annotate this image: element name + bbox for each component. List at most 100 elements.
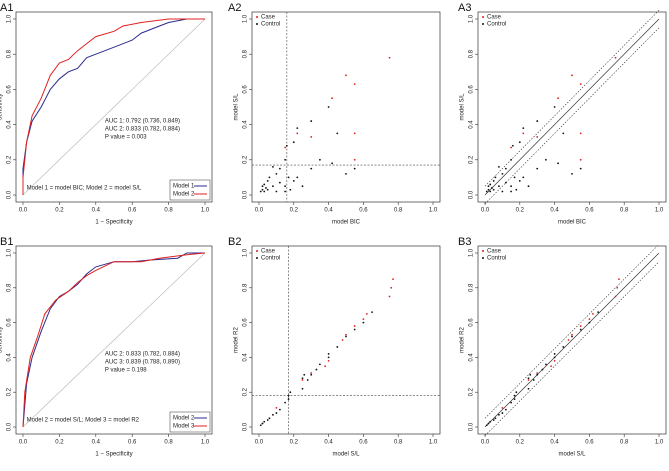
x-tick-label: 0.0: [255, 440, 264, 446]
point: [491, 187, 493, 189]
point: [557, 97, 559, 100]
legend-label: Case: [261, 15, 276, 21]
point: [571, 172, 573, 175]
point: [494, 417, 497, 420]
offset-line: [484, 261, 660, 436]
x-axis-label: model S/L: [558, 452, 586, 458]
x-tick-label: 0.8: [394, 440, 403, 446]
point: [489, 420, 492, 423]
point: [272, 165, 274, 168]
point: [536, 372, 539, 374]
y-tick-label: 0.2: [243, 155, 249, 164]
point: [501, 172, 504, 175]
point: [579, 328, 582, 331]
point: [327, 353, 330, 355]
legend-box: [169, 179, 211, 201]
point: [541, 368, 544, 371]
point: [365, 313, 368, 315]
point: [310, 373, 313, 376]
x-tick-label: 0.6: [359, 440, 368, 446]
point: [266, 188, 269, 191]
point: [310, 167, 313, 170]
y-tick-label: 0.8: [469, 283, 475, 292]
point: [261, 422, 264, 425]
point: [296, 132, 299, 135]
point: [498, 185, 500, 188]
plot-frame: [477, 245, 667, 435]
point: [553, 353, 556, 355]
point: [498, 165, 500, 168]
point: [303, 373, 306, 376]
y-axis-label: Sensitivity: [0, 326, 4, 353]
point: [284, 158, 286, 161]
point: [272, 185, 274, 188]
point: [536, 120, 539, 122]
x-axis-label: model BIC: [332, 220, 361, 226]
point: [545, 158, 547, 161]
point: [489, 183, 492, 186]
point: [259, 190, 262, 193]
point: [545, 363, 547, 366]
plot-frame: [251, 11, 441, 203]
point: [579, 132, 582, 135]
legend-swatch: [256, 23, 258, 25]
point: [553, 356, 556, 359]
point: [275, 190, 278, 193]
x-tick-label: 0.0: [19, 208, 28, 214]
x-tick-label: 0.0: [255, 208, 264, 214]
y-tick-label: 0.4: [7, 120, 13, 129]
point: [284, 146, 286, 149]
point: [510, 146, 512, 149]
point: [616, 286, 619, 289]
x-tick-label: 0.2: [55, 208, 64, 214]
x-tick-label: 0.2: [516, 208, 525, 214]
point: [511, 144, 514, 147]
point: [278, 408, 281, 411]
y-axis-label: model R2: [460, 327, 466, 353]
y-tick-label: 0.4: [7, 353, 13, 362]
note: Model 2 = model S/L; Model 3 = model R2: [27, 418, 140, 424]
point: [614, 56, 617, 59]
point: [275, 412, 278, 414]
panel-label: B3: [458, 236, 471, 248]
x-tick-label: 0.4: [92, 208, 101, 214]
point: [485, 190, 488, 193]
y-tick-label: 0.2: [469, 387, 475, 396]
point: [324, 365, 327, 367]
point: [301, 387, 304, 390]
legend-box: [169, 411, 211, 433]
point: [513, 394, 516, 397]
x-tick-label: 0.2: [55, 440, 64, 446]
point: [263, 183, 266, 186]
point: [345, 333, 347, 336]
point: [522, 127, 525, 130]
y-tick-label: 1.0: [7, 14, 13, 23]
y-tick-label: 0.6: [243, 318, 249, 327]
point: [336, 346, 339, 348]
point: [618, 278, 620, 280]
y-tick-label: 0.0: [469, 190, 475, 199]
point: [275, 406, 278, 409]
point: [571, 335, 573, 338]
plot-frame: [251, 245, 441, 435]
point: [327, 106, 330, 108]
point: [494, 176, 497, 179]
annotation: P value = 0.198: [105, 367, 147, 373]
point: [392, 278, 394, 280]
point: [510, 185, 512, 188]
point: [371, 311, 373, 314]
y-tick-label: 0.2: [7, 387, 13, 396]
y-tick-label: 0.4: [243, 353, 249, 362]
y-tick-label: 0.6: [243, 85, 249, 94]
point: [501, 190, 504, 193]
y-tick-label: 0.4: [469, 353, 475, 362]
point: [287, 176, 290, 179]
point: [487, 188, 490, 191]
point: [268, 176, 271, 179]
point: [536, 167, 539, 170]
point: [510, 401, 512, 404]
point: [504, 181, 507, 184]
point: [284, 401, 286, 404]
point: [513, 398, 516, 401]
